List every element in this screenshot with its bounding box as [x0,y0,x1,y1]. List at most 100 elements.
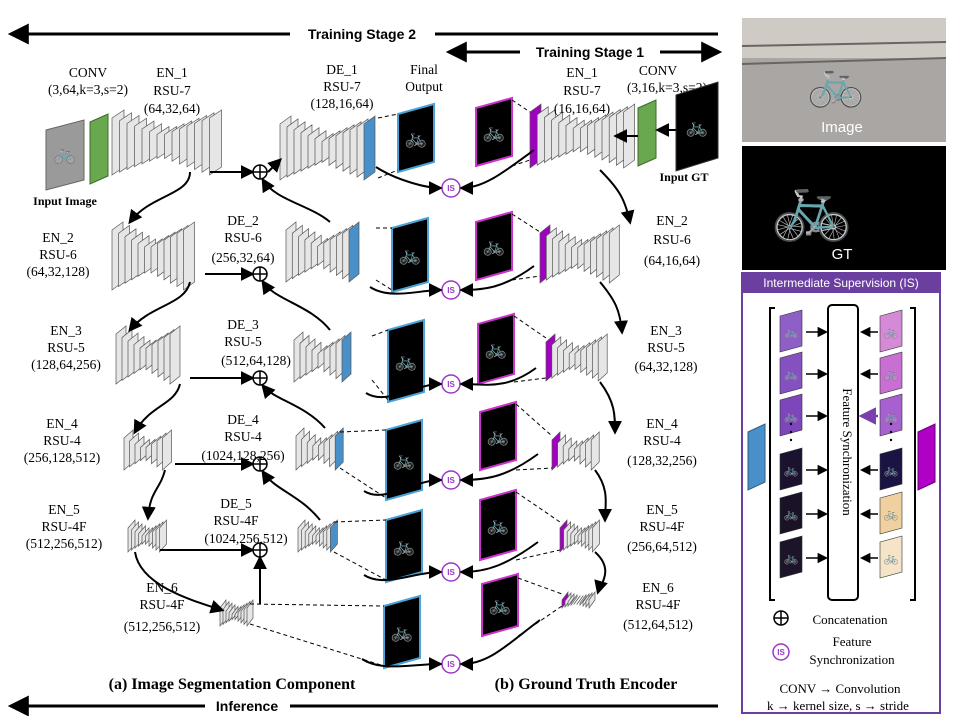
proj-right-7 [515,403,553,437]
left-en3-params: (128,64,256) [31,357,101,372]
is-ellipsis-dot-1 [789,430,793,434]
up-de3-de2 [261,279,331,331]
right-en5-type: RSU-4F [639,519,685,534]
svg-text:🚲: 🚲 [391,622,413,642]
is-node-2: IS [441,280,461,300]
is-right-thumb-3: 🚲 [879,393,903,437]
input-gt: 🚲 [675,81,719,172]
svg-text:🚲: 🚲 [884,367,899,381]
side-gt-label: GT [832,246,853,263]
left-en1-params: (64,32,64) [144,101,200,116]
left-en5-block [127,519,167,553]
right-en3-block [545,333,608,382]
right-en1-name: EN_1 [566,65,598,80]
gt-feature-6: 🚲 [481,572,519,638]
de4-params: (1024,128,256) [201,448,284,463]
proj-right-1 [511,99,531,113]
right-en4-type: RSU-4 [643,433,681,448]
right-en5-name: EN_5 [646,502,678,517]
svg-text:🚲: 🚲 [485,339,507,359]
is-node-3: IS [441,374,461,394]
proj-right-4 [511,275,541,281]
de3-params: (512,64,128) [221,353,291,368]
is-ellipsis-dot-3 [789,422,793,426]
de1-params: (128,16,64) [311,96,374,111]
proj-right-11 [517,577,563,595]
left-en3-block [115,325,181,385]
proj-left-7 [339,429,387,433]
side-output-4: 🚲 [385,418,423,502]
svg-text:🚲: 🚲 [884,507,899,521]
svg-text:IS: IS [447,476,455,485]
right-en4-name: EN_4 [646,416,678,431]
proj-right-12 [517,605,563,637]
legend-fs-line2: Synchronization [809,652,895,667]
gt-feature-1: 🚲 [475,96,513,168]
de2-name: DE_2 [227,213,259,228]
up-de2-de1 [261,177,331,223]
inference-arrow: Inference [7,695,718,716]
proj-left-4 [375,279,393,291]
is-ellipsis-dot-6 [889,422,893,426]
right-en2-type: RSU-6 [653,232,691,247]
input-image-label: Input Image [33,194,97,208]
right-down-4 [594,469,613,523]
is-node-6: IS [441,654,461,674]
svg-text:🚲: 🚲 [784,409,799,423]
proj-right-2 [511,159,531,167]
is-ellipsis-dot-5 [889,438,893,442]
left-en4-params: (256,128,512) [24,450,101,465]
down-en5-en6 [134,551,225,614]
final-output-line1: Final [410,62,438,77]
training-stage-2-label: Training Stage 2 [308,26,416,42]
svg-text:🚲: 🚲 [784,463,799,477]
concat-to-de1 [267,158,282,173]
de3-name: DE_3 [227,317,259,332]
is-right-thumb-4: 🚲 [879,447,903,491]
side-gt: 🚲 GT [742,146,946,270]
proj-right-8 [515,467,553,471]
left-conv-params: (3,64,k=3,s=2) [48,82,128,97]
legend-fs: IS Feature Synchronization [772,634,895,667]
input-image: 🚲 [45,119,85,191]
proj-right-6 [513,377,547,383]
de2-block [285,221,360,283]
svg-text:🚲: 🚲 [483,122,505,142]
svg-text:🚲: 🚲 [784,551,799,565]
de2-params: (256,32,64) [212,250,275,265]
left-bracket [769,307,775,601]
is-ellipsis-dot-4 [889,430,893,434]
out-to-is-1 [375,166,443,195]
right-conv-title: CONV [639,63,678,78]
inference-label: Inference [216,698,278,714]
left-en5-params: (512,256,512) [26,536,103,551]
left-en6-name: EN_6 [146,580,178,595]
svg-text:🚲: 🚲 [483,236,505,256]
svg-text:IS: IS [447,184,455,193]
concat-node-4 [252,456,268,472]
up-de5-de4 [261,469,321,521]
right-down-1 [599,169,635,225]
out-to-is-2 [369,283,443,298]
right-en6-block [561,590,596,610]
is-left-thumb-4: 🚲 [779,447,803,491]
right-en4-block [551,431,600,471]
svg-text:🚲: 🚲 [393,536,415,556]
is-ellipsis-dot-2 [789,438,793,442]
out-to-is-3 [365,377,443,399]
left-en3-name: EN_3 [50,323,82,338]
caption-right: (b) Ground Truth Encoder [495,676,678,693]
left-en6-type: RSU-4F [139,597,185,612]
input-gt-label: Input GT [659,170,708,184]
proj-left-5 [371,329,389,337]
svg-text:🚲: 🚲 [487,515,509,535]
right-en2-name: EN_2 [656,213,688,228]
svg-text:🚲: 🚲 [807,57,864,109]
side-output-6: 🚲 [383,594,421,670]
legend-conv: CONV → Convolution [779,681,901,696]
left-en4-type: RSU-4 [43,433,81,448]
caption-left: (a) Image Segmentation Component [109,676,356,693]
fs-icon [772,643,790,661]
gt-to-is-2 [459,265,535,297]
de1-type: RSU-7 [323,79,361,94]
